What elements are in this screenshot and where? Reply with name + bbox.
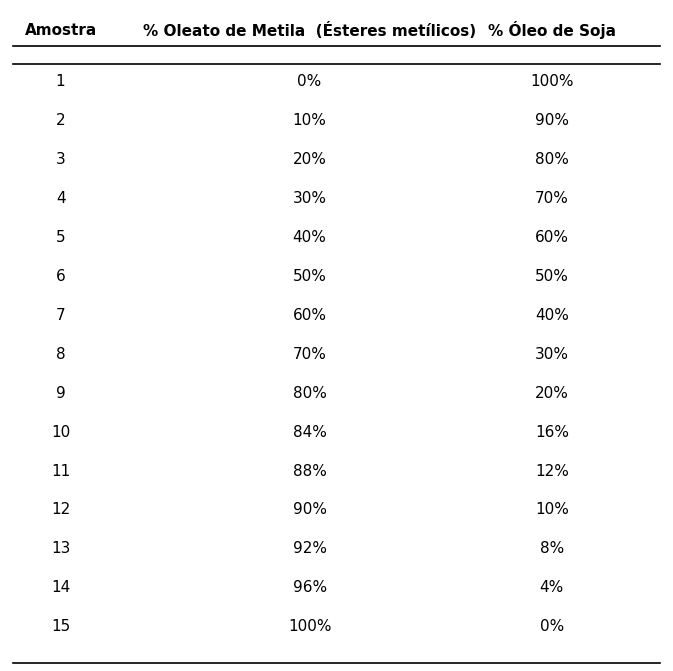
- Text: 11: 11: [51, 464, 70, 478]
- Text: 16%: 16%: [535, 425, 569, 440]
- Text: 40%: 40%: [535, 308, 569, 323]
- Text: 60%: 60%: [293, 308, 326, 323]
- Text: 3: 3: [56, 152, 65, 167]
- Text: 88%: 88%: [293, 464, 326, 478]
- Text: 40%: 40%: [293, 230, 326, 245]
- Text: 15: 15: [51, 619, 70, 634]
- Text: 20%: 20%: [535, 386, 569, 401]
- Text: 4%: 4%: [540, 580, 564, 595]
- Text: % Óleo de Soja: % Óleo de Soja: [488, 21, 616, 39]
- Text: 1: 1: [56, 74, 65, 89]
- Text: 92%: 92%: [293, 541, 326, 556]
- Text: 90%: 90%: [293, 503, 326, 517]
- Text: 10%: 10%: [535, 503, 569, 517]
- Text: 50%: 50%: [535, 269, 569, 284]
- Text: 13: 13: [51, 541, 70, 556]
- Text: 5: 5: [56, 230, 65, 245]
- Text: 84%: 84%: [293, 425, 326, 440]
- Text: 8%: 8%: [540, 541, 564, 556]
- Text: 7: 7: [56, 308, 65, 323]
- Text: % Oleato de Metila  (Ésteres metílicos): % Oleato de Metila (Ésteres metílicos): [143, 21, 476, 39]
- Text: 6: 6: [56, 269, 65, 284]
- Text: 100%: 100%: [288, 619, 331, 634]
- Text: 4: 4: [56, 191, 65, 206]
- Text: Amostra: Amostra: [24, 23, 97, 38]
- Text: 12%: 12%: [535, 464, 569, 478]
- Text: 10: 10: [51, 425, 70, 440]
- Text: 20%: 20%: [293, 152, 326, 167]
- Text: 50%: 50%: [293, 269, 326, 284]
- Text: 9: 9: [56, 386, 65, 401]
- Text: 8: 8: [56, 347, 65, 362]
- Text: 12: 12: [51, 503, 70, 517]
- Text: 80%: 80%: [535, 152, 569, 167]
- Text: 60%: 60%: [535, 230, 569, 245]
- Text: 0%: 0%: [540, 619, 564, 634]
- Text: 0%: 0%: [297, 74, 322, 89]
- Text: 14: 14: [51, 580, 70, 595]
- Text: 2: 2: [56, 113, 65, 128]
- Text: 10%: 10%: [293, 113, 326, 128]
- Text: 96%: 96%: [293, 580, 326, 595]
- Text: 90%: 90%: [535, 113, 569, 128]
- Text: 30%: 30%: [293, 191, 326, 206]
- Text: 70%: 70%: [535, 191, 569, 206]
- Text: 80%: 80%: [293, 386, 326, 401]
- Text: 30%: 30%: [535, 347, 569, 362]
- Text: 100%: 100%: [530, 74, 573, 89]
- Text: 70%: 70%: [293, 347, 326, 362]
